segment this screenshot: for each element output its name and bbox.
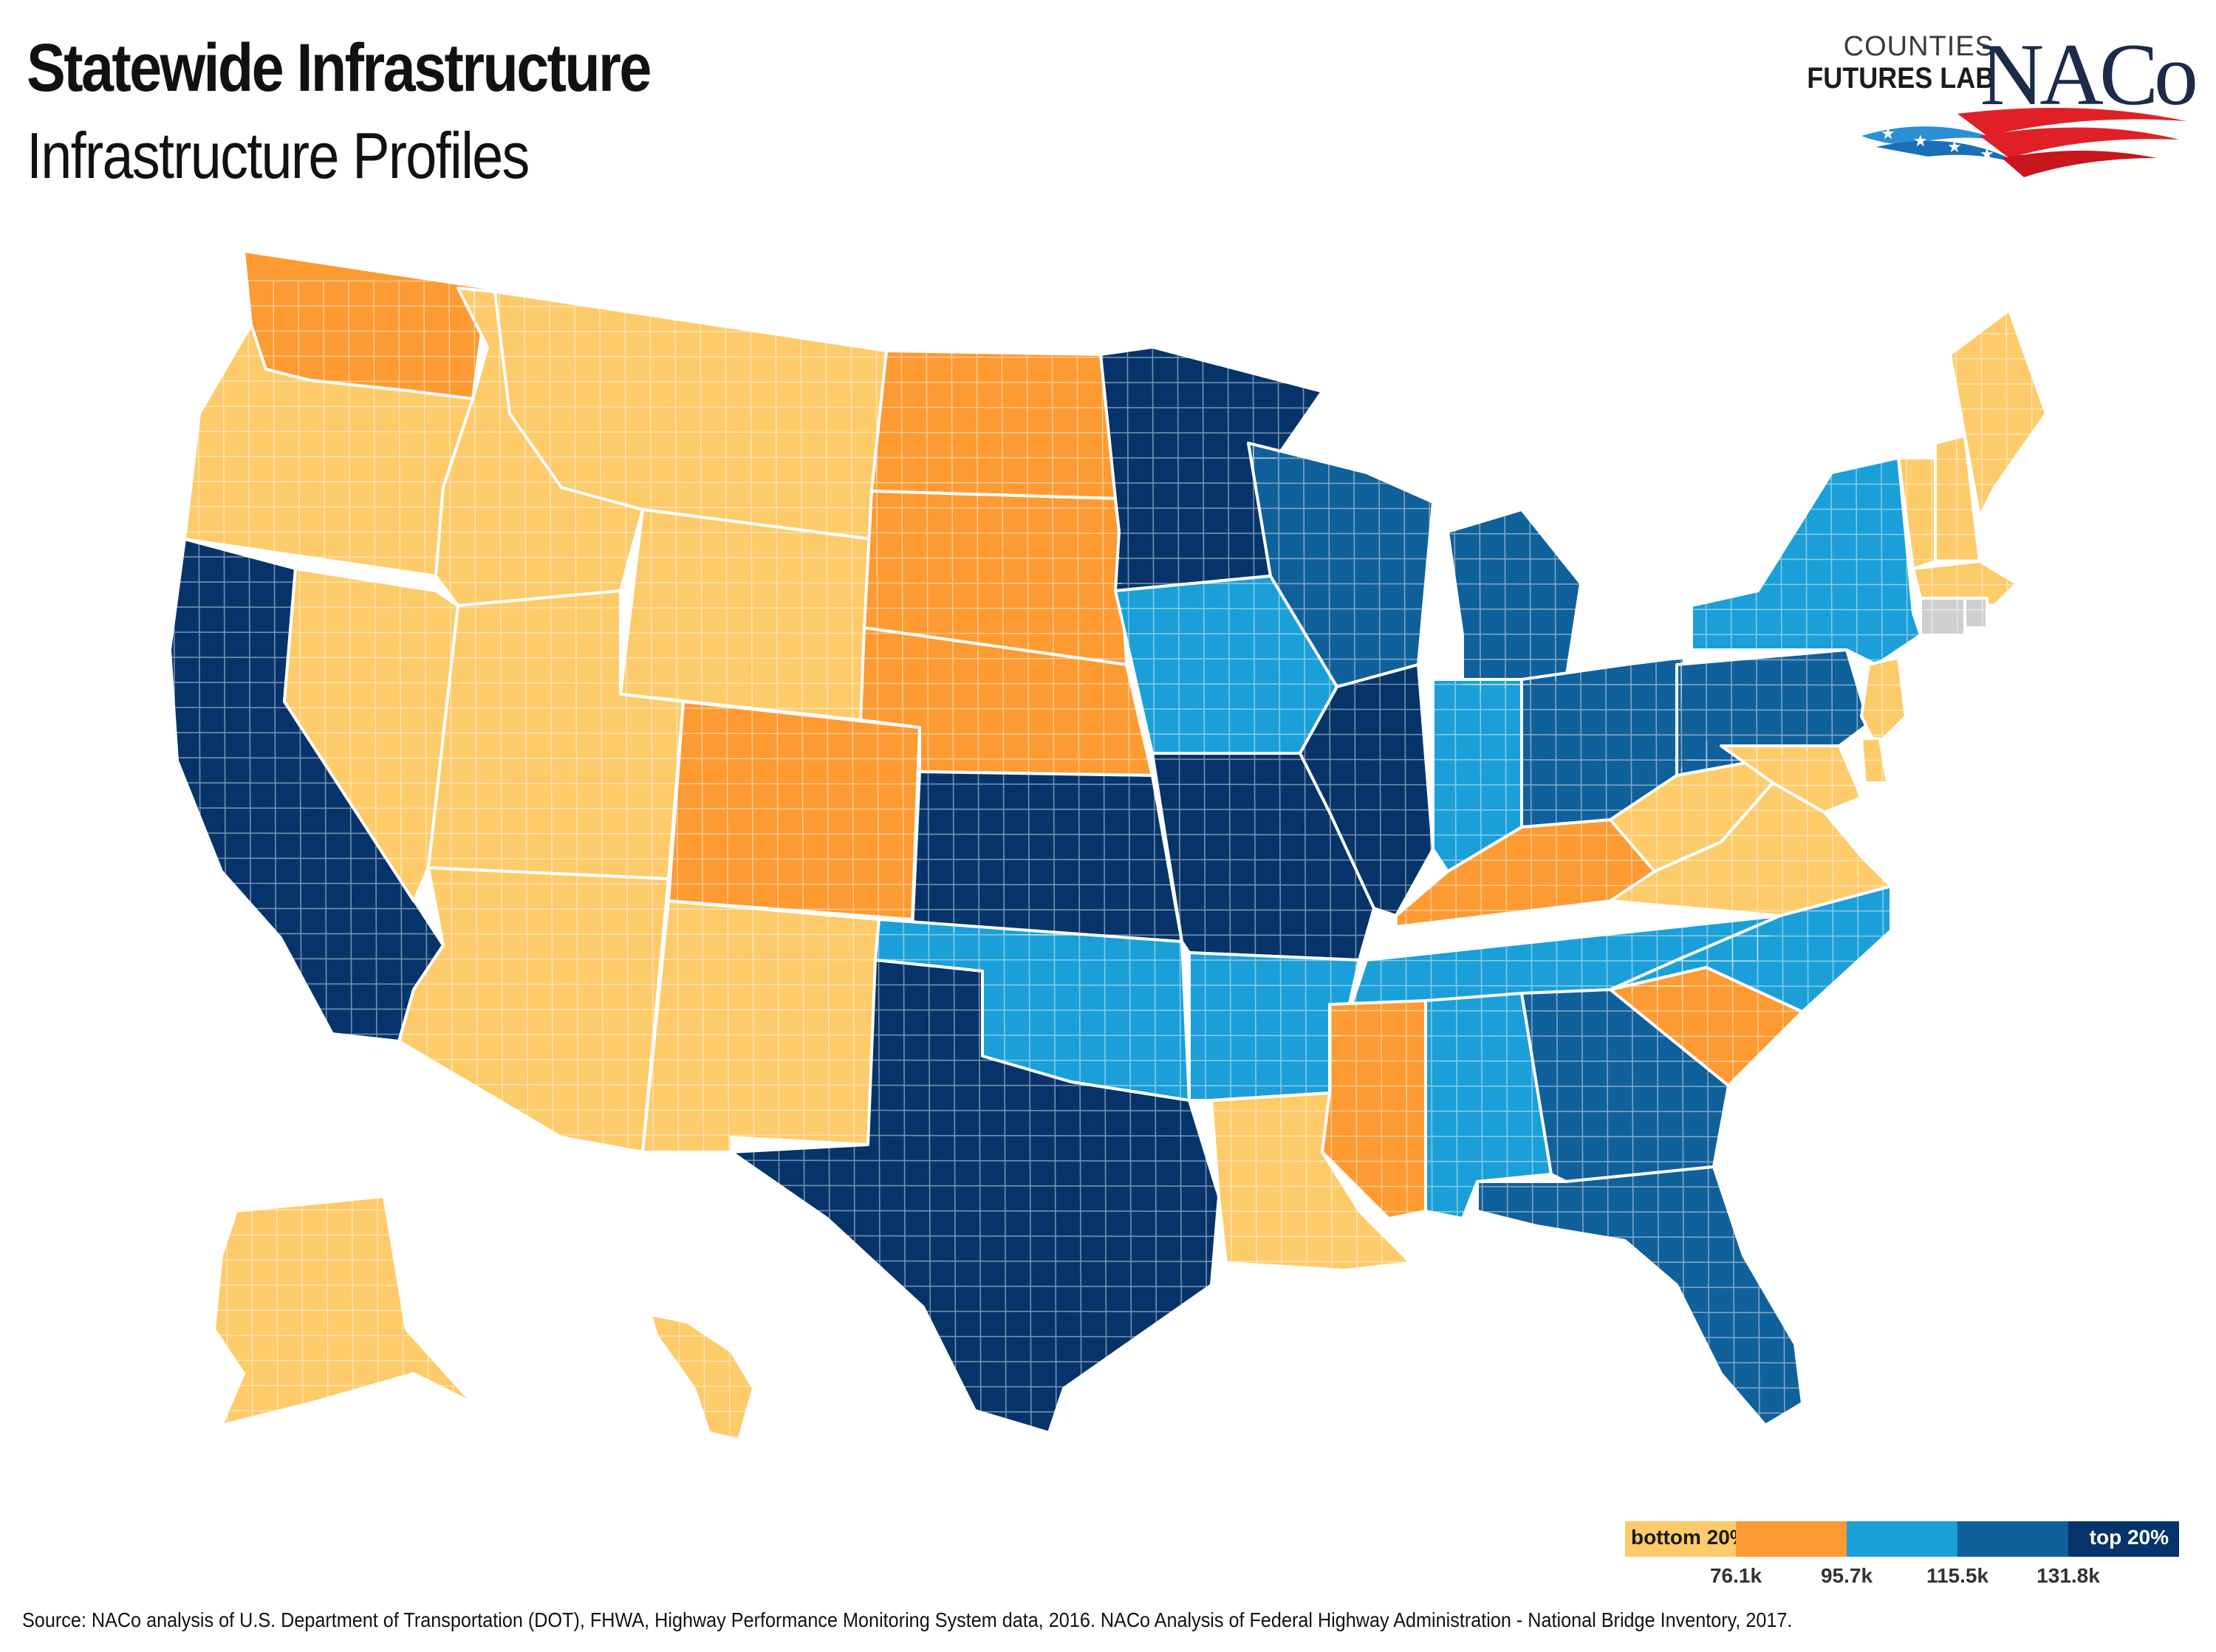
source-note: Source: NACo analysis of U.S. Department… (22, 1608, 1793, 1631)
svg-text:★: ★ (1980, 145, 1994, 163)
legend-bottom-label: bottom 20% (1631, 1526, 1748, 1549)
state-pa (1675, 648, 1870, 777)
naco-logo: COUNTIES FUTURES LAB NACo ★ ★ ★ ★ (1807, 25, 2198, 182)
legend-break-1: 76.1k (1709, 1564, 1762, 1587)
legend-swatch-4 (1957, 1521, 2068, 1557)
state-nc (1609, 885, 1892, 1013)
county-grid-va (1610, 783, 1891, 916)
legend-swatch-2 (1736, 1521, 1847, 1557)
legend-top-label: top 20% (2089, 1526, 2169, 1549)
legend-break-3: 115.5k (1926, 1564, 1989, 1587)
flag-swoosh-icon: ★ ★ ★ ★ (1861, 108, 2186, 177)
legend-swatch-top-20: top 20% (2068, 1521, 2179, 1557)
state-nj (1860, 656, 1907, 747)
state-wy (619, 508, 873, 722)
state-ks (911, 770, 1183, 943)
page-subtitle: Infrastructure Profiles (27, 119, 530, 192)
state-hi (649, 1313, 755, 1442)
logo-naco-text: NACo (1980, 25, 2198, 123)
state-il (1299, 663, 1434, 917)
county-grid-co (668, 702, 920, 919)
county-grid-ky (1396, 820, 1655, 927)
county-grid-mn (1101, 347, 1322, 591)
county-grid-tx (731, 960, 1219, 1433)
state-tx (730, 959, 1220, 1434)
legend: bottom 20% top 20% 76.1k 95.7k 115.5k 13… (1625, 1521, 2179, 1587)
state-ma (1912, 560, 2018, 607)
county-grid-ut (428, 591, 683, 879)
county-grid-mo (1152, 753, 1374, 960)
state-de (1860, 737, 1889, 784)
state-ny (1690, 456, 1922, 666)
legend-swatch-3 (1847, 1521, 1957, 1557)
legend-swatch-bottom-20: bottom 20% (1625, 1521, 1748, 1557)
logo-counties-text: COUNTIES (1843, 31, 1994, 62)
state-nd (870, 349, 1117, 500)
page-title: Statewide Infrastructure (27, 30, 652, 106)
state-md (1720, 744, 1863, 814)
logo-futures-lab-text: FUTURES LAB (1807, 62, 1994, 95)
county-grid-overlay (170, 280, 2046, 1440)
state-fl (1476, 1165, 1804, 1427)
state-ct (1919, 597, 1966, 637)
state-ak (213, 1195, 474, 1427)
state-mi (1446, 508, 1582, 696)
legend-break-2: 95.7k (1820, 1564, 1873, 1587)
legend-bar: bottom 20% top 20% (1625, 1521, 2179, 1557)
svg-text:★: ★ (1881, 124, 1895, 143)
state-me (1949, 309, 2048, 518)
svg-text:★: ★ (1947, 137, 1962, 156)
state-ri (1963, 597, 1988, 629)
svg-text:★: ★ (1913, 131, 1928, 150)
county-grid-ne (861, 628, 1152, 775)
state-az (397, 866, 670, 1154)
state-layer (168, 250, 2048, 1442)
legend-break-4: 131.8k (2037, 1564, 2100, 1587)
